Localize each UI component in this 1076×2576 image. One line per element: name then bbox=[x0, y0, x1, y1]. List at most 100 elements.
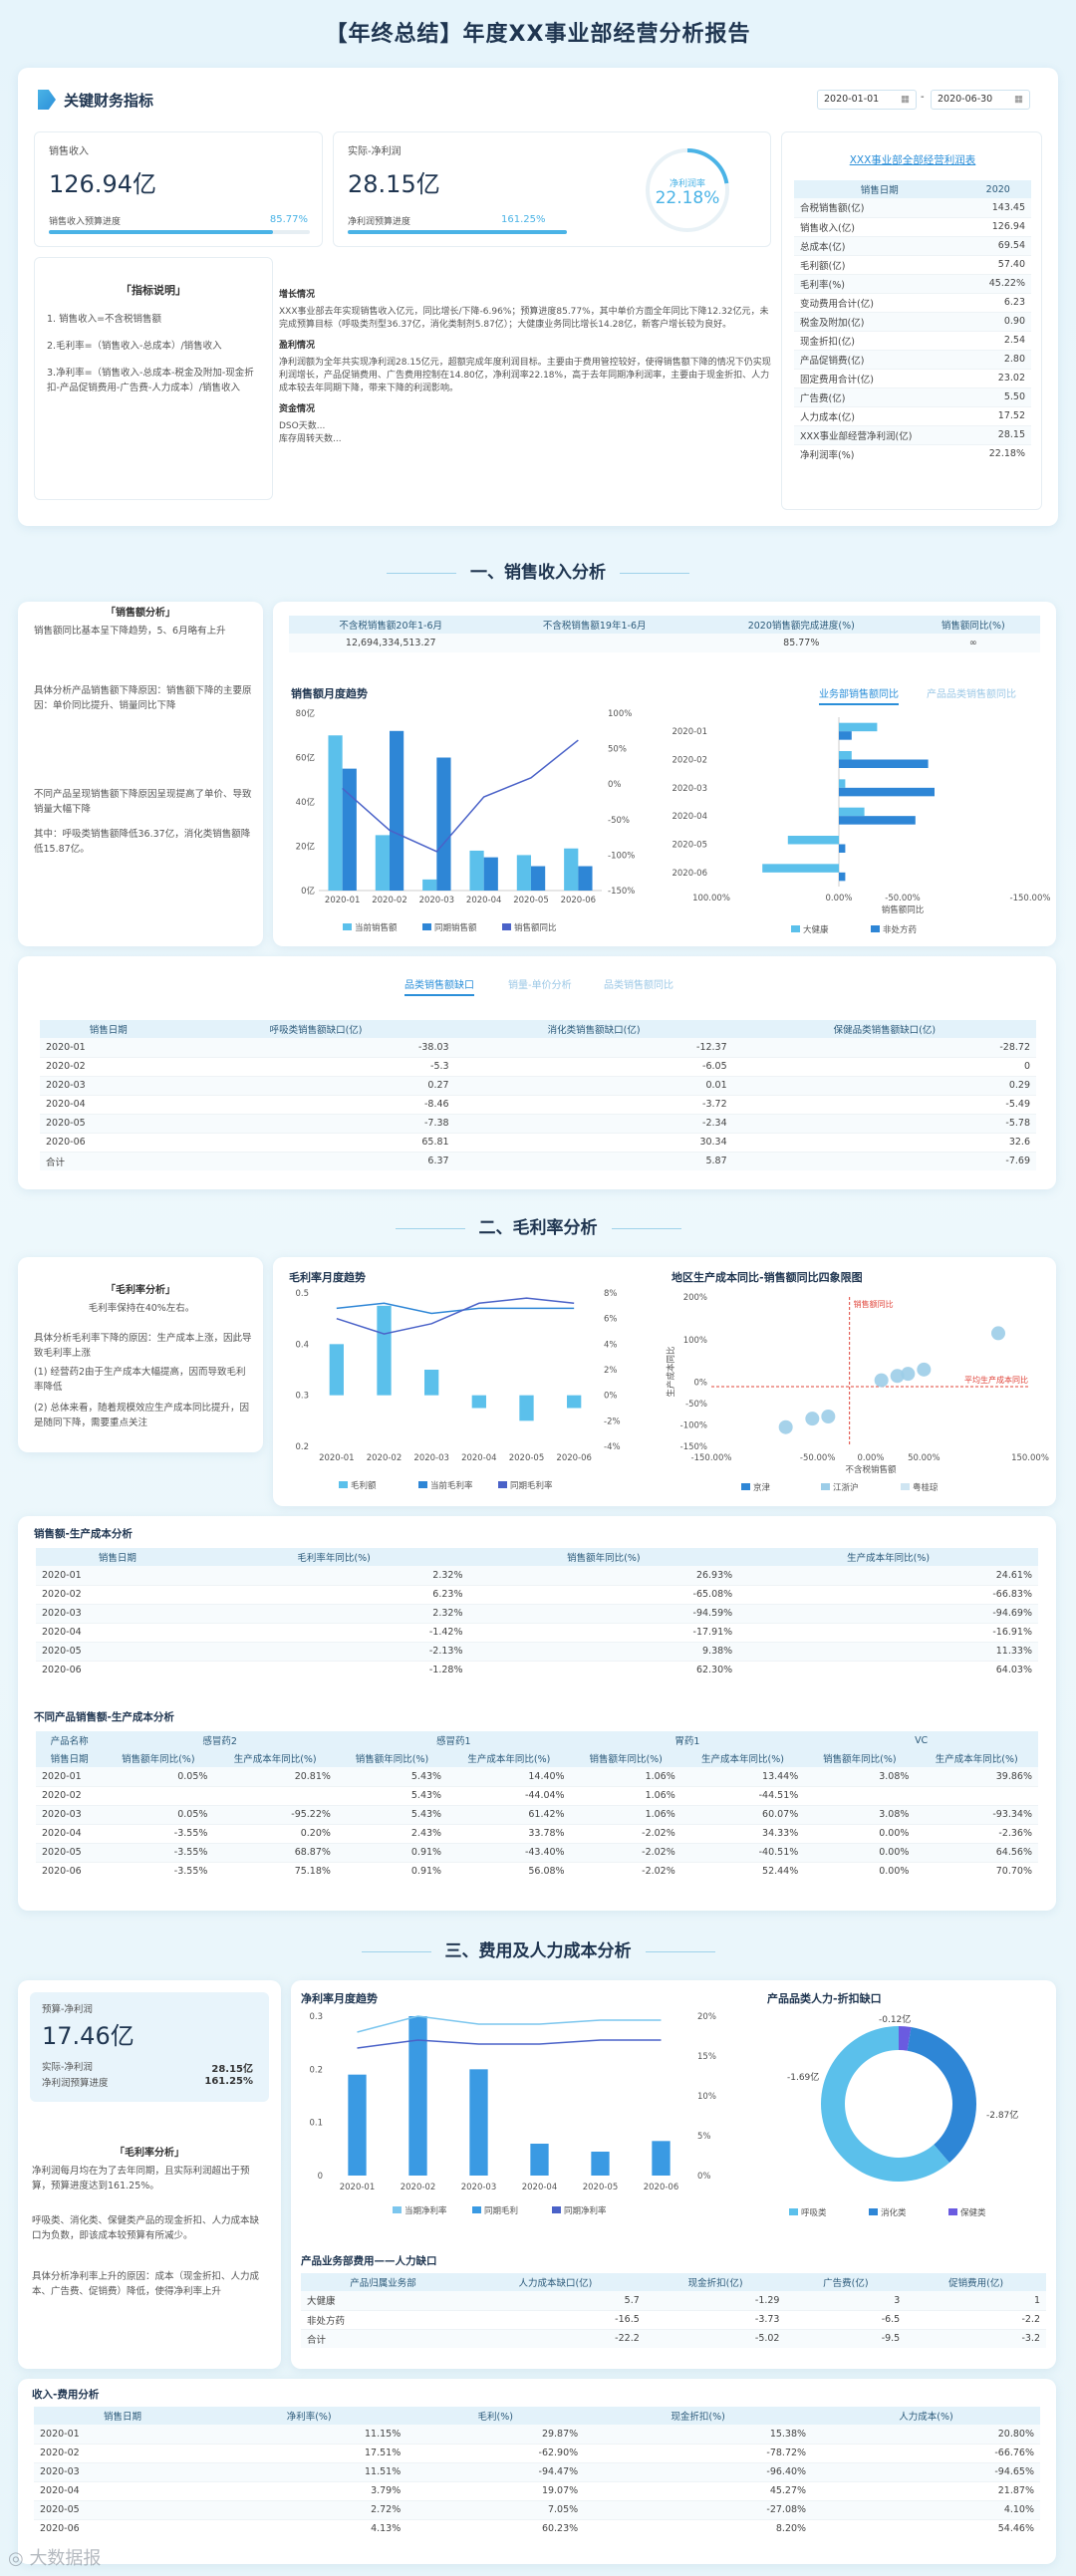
table-cell: 1.06% bbox=[570, 1767, 681, 1787]
table-cell: 20.81% bbox=[213, 1767, 337, 1787]
table-cell: 21.87% bbox=[812, 2481, 1040, 2501]
bar-prior-sales bbox=[531, 866, 546, 891]
profit-kpi-box: 实际-净利润 28.15亿 净利润预算进度 161.25% 净利润率 22.18… bbox=[333, 131, 771, 247]
sales_summary-header: 不含税销售额20年1-6月 bbox=[289, 616, 493, 634]
table-row: 2020-03 0.27 0.01 0.29 bbox=[40, 1076, 1036, 1096]
legend-swatch bbox=[418, 1481, 427, 1488]
scatter-point bbox=[890, 1369, 905, 1384]
table-cell: 大健康 bbox=[301, 2291, 466, 2311]
table-cell: 30.34 bbox=[454, 1133, 733, 1153]
table-row: 现金折扣(亿) 2.54 bbox=[794, 331, 1031, 351]
bar-prior-gross bbox=[591, 2152, 610, 2176]
x-tick-label: 2020-04 bbox=[466, 896, 502, 905]
y-tick-label: 0.5 bbox=[295, 1289, 309, 1299]
bar-otc bbox=[839, 844, 846, 853]
x-tick-label: 2020-02 bbox=[401, 2183, 436, 2192]
table-cell: -16.5 bbox=[465, 2310, 646, 2330]
table-cell: 19.07% bbox=[406, 2481, 585, 2501]
table-cell: 2020-05 bbox=[36, 1843, 104, 1863]
table-cell: 17.52 bbox=[964, 406, 1031, 426]
table-cell: 5.50 bbox=[964, 387, 1031, 407]
y-tick-label: 0.3 bbox=[295, 1392, 309, 1402]
rev_tbl-header: 现金折扣(%) bbox=[584, 2407, 813, 2425]
prod_tbl-header: 销售额年同比(%) bbox=[336, 1749, 448, 1767]
table-cell: -3.2 bbox=[906, 2329, 1046, 2348]
table-row: 大健康 5.7 -1.29 3 1 bbox=[301, 2291, 1046, 2311]
y-tick-label: 0% bbox=[694, 1379, 708, 1389]
table-cell: ∞ bbox=[906, 634, 1040, 652]
table-cell: -66.83% bbox=[738, 1585, 1038, 1605]
table-cell: -5.49 bbox=[732, 1095, 1036, 1115]
table-cell: 5.43% bbox=[336, 1805, 448, 1825]
y2-tick-label: -2% bbox=[604, 1417, 621, 1426]
bar-otc bbox=[839, 816, 916, 825]
x-tick-label: 50.00% bbox=[908, 1453, 940, 1463]
tab-dept-sales-yoy[interactable]: 业务部销售额同比 bbox=[819, 685, 899, 705]
table-cell: 8.20% bbox=[775, 2523, 807, 2535]
tab-category-gap[interactable]: 品类销售额缺口 bbox=[404, 976, 474, 996]
tab-category-sales-yoy[interactable]: 产品品类销售额同比 bbox=[927, 689, 1016, 700]
table-cell: 65.81 bbox=[176, 1133, 455, 1153]
table-cell: 2020-04 bbox=[40, 1095, 177, 1115]
exp_tbl-header: 产品归属业务部 bbox=[301, 2273, 466, 2291]
table-cell: 61.42% bbox=[447, 1805, 571, 1825]
y2-tick-label: 15% bbox=[697, 2052, 716, 2062]
table-cell: 0.00% bbox=[804, 1843, 916, 1863]
table-cell: -94.69% bbox=[738, 1604, 1038, 1624]
table-cell: 12,694,334,513.27 bbox=[289, 634, 493, 652]
prod_tbl-header: 销售日期 bbox=[36, 1749, 104, 1767]
rev-card: 收入-费用分析 销售日期 净利率(%) 毛利(%) 现金折扣(%) 人力成本(%) 202… bbox=[18, 2379, 1056, 2564]
np-charts-card: 净利率月度趋势 0 0.1 0.2 0.3 0% 5% 10% 15% 20% 2020-01 20… bbox=[291, 1980, 1056, 2369]
vline-label: 销售额同比 bbox=[854, 1299, 894, 1309]
y2-tick-label: -100% bbox=[608, 851, 635, 861]
pl-statement: XXX事业部全部经营利润表 销售日期 2020 合税销售额(亿) 143.45 销售收入… bbox=[781, 131, 1042, 510]
y-tick-label: 0 bbox=[318, 2172, 323, 2182]
table-row: 税金及附加(亿) 0.90 bbox=[794, 312, 1031, 332]
y-tick-label: 0.2 bbox=[309, 2065, 323, 2075]
donut-slice bbox=[907, 2027, 976, 2164]
tab-volume-price[interactable]: 销量-单价分析 bbox=[508, 980, 572, 991]
bar-big-health bbox=[839, 807, 865, 817]
exp_tbl-header: 人力成本缺口(亿) bbox=[465, 2273, 646, 2291]
x-tick-label: 2020-03 bbox=[419, 896, 455, 905]
legend-swatch bbox=[791, 925, 800, 932]
table-cell: 变动费用合计(亿) bbox=[794, 293, 965, 313]
table-cell: -44.04% bbox=[447, 1786, 571, 1806]
table-cell: -62.90% bbox=[406, 2444, 585, 2463]
group-header: 感冒药1 bbox=[336, 1731, 571, 1749]
y2-tick-label: 0% bbox=[608, 780, 622, 790]
x-tick-label: 2020-02 bbox=[367, 1453, 403, 1463]
date-from-input[interactable]: 2020-01-01 ▦ bbox=[817, 90, 917, 110]
np-trend-chart: 0 0.1 0.2 0.3 0% 5% 10% 15% 20% 2020-01 2020-02 202… bbox=[309, 2012, 716, 2216]
table-cell: -2.2 bbox=[906, 2310, 1046, 2330]
legend-swatch bbox=[741, 1483, 750, 1490]
table-cell: 60.07% bbox=[680, 1805, 805, 1825]
line-current-np bbox=[357, 2015, 662, 2033]
table-cell: -43.40% bbox=[447, 1843, 571, 1863]
x-tick-label: 100.00% bbox=[692, 894, 730, 903]
table-cell: 净利润率(%) bbox=[800, 449, 855, 461]
kpi-logo-icon bbox=[38, 90, 56, 110]
table-cell: 5.43% bbox=[336, 1786, 448, 1806]
table-cell: 2.54 bbox=[964, 331, 1031, 351]
table-cell: 2020-01 bbox=[36, 1566, 199, 1586]
table-row: 2020-04 -3.55% 0.20% 2.43% 33.78% -2.02% 34.33… bbox=[36, 1824, 1038, 1844]
table-cell: 销售收入(亿) bbox=[794, 217, 965, 237]
table-cell: 2020-04 bbox=[34, 2481, 212, 2501]
bar-big-health bbox=[787, 836, 839, 845]
y2-tick-label: 50% bbox=[608, 745, 627, 755]
table-cell: -17.91% bbox=[468, 1623, 739, 1643]
sales-kpi-box: 销售收入 126.94亿 销售收入预算进度 85.77% bbox=[34, 131, 323, 247]
table-row: 合计 6.37 5.87 -7.69 bbox=[40, 1152, 1036, 1170]
prod_tbl-header: 销售额年同比(%) bbox=[103, 1749, 214, 1767]
donut-label: -0.12亿 bbox=[879, 2013, 911, 2025]
table-cell: 45.27% bbox=[584, 2481, 813, 2501]
tab-category-yoy[interactable]: 品类销售额同比 bbox=[604, 980, 673, 991]
bar-otc bbox=[839, 787, 935, 797]
watermark-logo-icon: ◎ bbox=[8, 2548, 30, 2569]
x-tick-label: 150.00% bbox=[1011, 1453, 1049, 1463]
date-to-input[interactable]: 2020-06-30 ▦ bbox=[931, 90, 1030, 110]
group-header: 胃药1 bbox=[570, 1731, 805, 1749]
table-cell: 1 bbox=[906, 2291, 1046, 2311]
prod_tbl-header: 生产成本年同比(%) bbox=[915, 1749, 1038, 1767]
